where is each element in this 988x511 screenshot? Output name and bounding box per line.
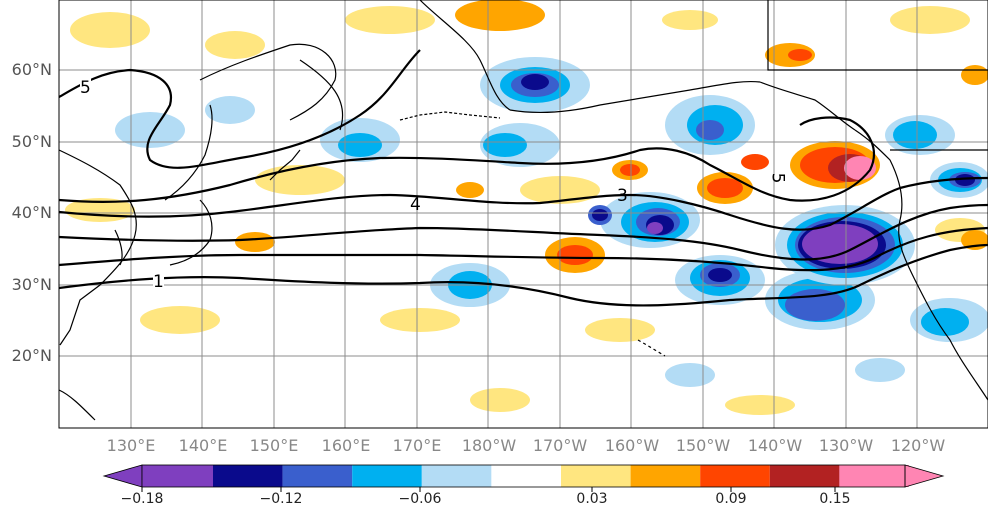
lon-label-120w: 120°W [890,436,946,455]
colorbar-segment [769,465,840,487]
colorbar-segment [700,465,770,487]
colorbar-tick-label: 0.15 [819,491,851,507]
lon-label-160e: 160°E [321,436,371,455]
lat-label-30n: 30°N [11,275,52,294]
colorbar-segment [630,465,701,487]
contour-label-5-west: 5 [80,78,91,98]
lon-label-150e: 150°E [249,436,299,455]
coastlines [58,0,988,421]
lon-label-130w: 130°W [818,436,874,455]
contours [58,49,988,307]
lon-label-130e: 130°E [106,436,156,455]
colorbar-extend-min [102,464,143,488]
colorbar [102,464,945,492]
lon-label-160w: 160°W [604,436,660,455]
colorbar-segment [561,465,631,487]
colorbar-segment [282,465,353,487]
lon-label-170e: 170°E [392,436,442,455]
colorbar-tick-label: −0.18 [120,491,164,507]
colorbar-segment [142,465,213,487]
colorbar-segment [421,465,492,487]
lat-label-20n: 20°N [11,346,52,365]
lon-label-170w: 170°W [532,436,588,455]
lon-label-150w: 150°W [675,436,731,455]
colorbar-tick-label: −0.06 [398,491,442,507]
colorbar-segment [213,465,283,487]
colorbar-tick-label: 0.03 [576,491,608,507]
colorbar-tick-label: 0.09 [715,491,747,507]
lat-label-50n: 50°N [11,132,52,151]
colorbar-outline [141,464,906,488]
colorbar-extend-max [904,464,945,488]
map-frame [58,0,988,429]
colorbar-segment [352,465,422,487]
contour-label-4: 4 [410,195,421,215]
lat-label-60n: 60°N [11,60,52,79]
lon-label-180w: 180°W [461,436,517,455]
contour-label-1: 1 [153,272,164,292]
gridlines [59,0,988,428]
contour-label-3: 3 [617,186,628,206]
lon-label-140e: 140°E [178,436,228,455]
contour-label-5-east: 5 [767,172,788,184]
colorbar-segment [839,465,909,487]
lat-label-40n: 40°N [11,203,52,222]
colorbar-tick-label: −0.12 [259,491,303,507]
colorbar-segment [491,465,561,487]
lon-label-140w: 140°W [747,436,803,455]
